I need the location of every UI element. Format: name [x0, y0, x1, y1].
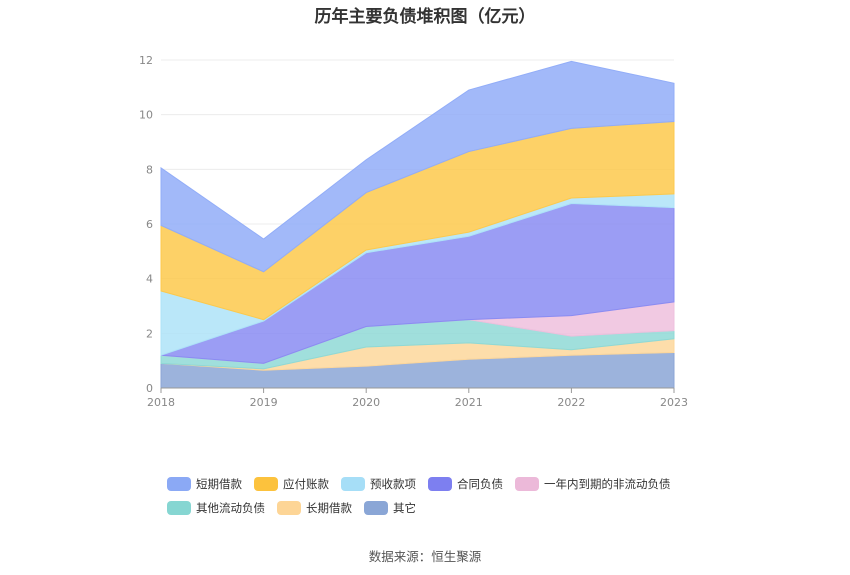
legend-swatch [428, 477, 452, 491]
x-tick-label: 2020 [352, 396, 380, 409]
legend: 短期借款 应付账款 预收款项 合同负债 一年内到期的非流动负债 其他流动负债 长期借款 其它 [167, 472, 707, 520]
stacked-area-chart: 0 2 4 6 8 10 12 2018 2019 2020 2021 2022 2023 [139, 54, 688, 409]
data-source: 数据来源：恒生聚源 [368, 549, 482, 564]
legend-item[interactable]: 其他流动负债 [167, 500, 265, 516]
legend-item[interactable]: 其它 [364, 500, 416, 516]
legend-row-1: 短期借款 应付账款 预收款项 合同负债 一年内到期的非流动负债 [167, 472, 707, 496]
legend-label: 短期借款 [196, 477, 242, 491]
x-tick-label: 2019 [250, 396, 278, 409]
legend-swatch [167, 501, 191, 515]
y-tick-label: 6 [146, 218, 153, 231]
legend-swatch [254, 477, 278, 491]
y-tick-label: 10 [139, 109, 153, 122]
legend-label: 其他流动负债 [196, 501, 265, 515]
area-8[interactable] [160, 60, 675, 273]
x-tick-label: 2023 [660, 396, 688, 409]
x-tick-label: 2021 [455, 396, 483, 409]
legend-item[interactable]: 短期借款 [167, 476, 242, 492]
y-tick-label: 12 [139, 54, 153, 67]
legend-row-2: 其他流动负债 长期借款 其它 [167, 496, 707, 520]
legend-label: 预收款项 [370, 477, 416, 491]
legend-swatch [515, 477, 539, 491]
y-tick-label: 4 [146, 273, 153, 286]
legend-item[interactable]: 合同负债 [428, 476, 503, 492]
legend-swatch [277, 501, 301, 515]
legend-item[interactable]: 一年内到期的非流动负债 [515, 476, 671, 492]
legend-item[interactable]: 长期借款 [277, 500, 352, 516]
legend-label: 应付账款 [283, 477, 329, 491]
y-tick-label: 8 [146, 163, 153, 176]
legend-label: 长期借款 [306, 501, 352, 515]
chart-title: 历年主要负债堆积图（亿元） [314, 7, 536, 27]
legend-swatch [364, 501, 388, 515]
legend-label: 其它 [393, 501, 416, 515]
legend-swatch [341, 477, 365, 491]
y-tick-label: 0 [146, 382, 153, 395]
y-tick-label: 2 [146, 327, 153, 340]
x-tick-label: 2018 [147, 396, 175, 409]
x-tick-label: 2022 [557, 396, 585, 409]
legend-item[interactable]: 预收款项 [341, 476, 416, 492]
legend-item[interactable]: 应付账款 [254, 476, 329, 492]
legend-swatch [167, 477, 191, 491]
legend-label: 合同负债 [457, 477, 503, 491]
legend-label: 一年内到期的非流动负债 [544, 477, 671, 491]
axes: 0 2 4 6 8 10 12 2018 2019 2020 2021 2022 2023 [139, 54, 688, 409]
area-series[interactable] [160, 60, 675, 389]
